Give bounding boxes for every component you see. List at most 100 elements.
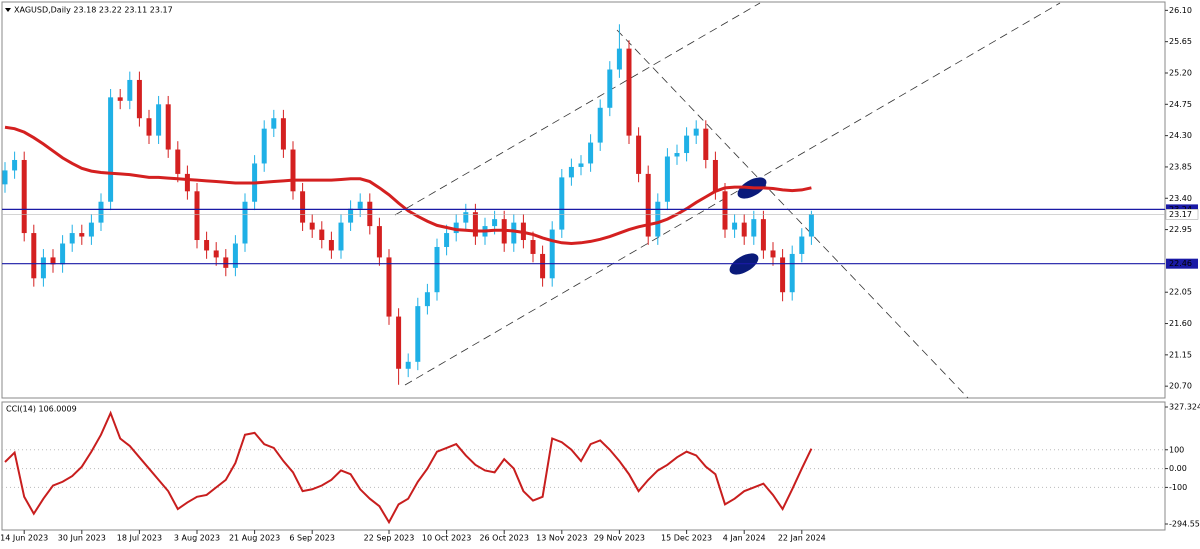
y-tick-label: -294.553 <box>1169 520 1200 529</box>
candle-body <box>12 159 18 171</box>
candle-body <box>463 212 469 223</box>
candle-body <box>722 191 728 230</box>
candle-body <box>232 243 238 268</box>
candle-body <box>444 233 450 247</box>
candle-body <box>98 201 104 223</box>
x-tick-label: 3 Aug 2023 <box>174 534 220 543</box>
y-tick-label: 0.00 <box>1169 464 1187 473</box>
candle-body <box>21 159 27 234</box>
candle-body <box>607 69 613 108</box>
candle-body <box>530 240 536 254</box>
cci-title: CCI(14) 106.0009 <box>6 405 77 414</box>
y-tick-label: 26.10 <box>1169 6 1192 15</box>
candle-body <box>386 257 392 317</box>
y-tick-label: 22.05 <box>1169 288 1192 297</box>
level-label: 22.46 <box>1169 259 1192 268</box>
y-tick-label: 25.65 <box>1169 37 1192 46</box>
y-tick-label: 25.20 <box>1169 68 1192 77</box>
candle-body <box>146 118 152 136</box>
candle-body <box>405 361 411 369</box>
candle-body <box>760 219 766 251</box>
candle-body <box>664 156 670 202</box>
candle-body <box>88 222 94 237</box>
x-tick-label: 30 Jun 2023 <box>58 534 106 543</box>
candle-body <box>424 292 430 307</box>
candle-body <box>40 257 46 279</box>
candle-body <box>290 149 296 192</box>
candle-body <box>309 222 315 230</box>
candle-body <box>108 97 114 202</box>
x-tick-label: 15 Dec 2023 <box>661 534 712 543</box>
candle-body <box>357 201 363 209</box>
candle-body <box>136 79 142 119</box>
candle-body <box>271 118 277 129</box>
y-tick-label: 22.95 <box>1169 225 1192 234</box>
candle-body <box>645 173 651 237</box>
candle-body <box>204 240 210 251</box>
candle-body <box>376 226 382 258</box>
x-tick-label: 13 Nov 2023 <box>536 534 587 543</box>
x-tick-label: 29 Nov 2023 <box>594 534 645 543</box>
candle-body <box>31 233 37 279</box>
candle-body <box>223 257 229 268</box>
candle-body <box>472 212 478 237</box>
last-price-box <box>1165 209 1199 220</box>
candle-body <box>2 170 8 185</box>
x-tick-label: 22 Sep 2023 <box>364 534 415 543</box>
x-tick-label: 26 Oct 2023 <box>479 534 528 543</box>
x-tick-label: 14 Jun 2023 <box>0 534 48 543</box>
candle-body <box>789 253 795 293</box>
price-panel <box>1 1 1166 399</box>
candle-body <box>184 173 190 192</box>
channel-line <box>394 2 761 216</box>
candle-body <box>741 222 747 237</box>
cci-panel <box>1 401 1166 531</box>
x-tick-label: 22 Jan 2024 <box>778 534 826 543</box>
x-tick-label: 10 Oct 2023 <box>422 534 471 543</box>
candle-body <box>751 219 757 237</box>
candle-body <box>367 201 373 227</box>
x-tick-label: 21 Aug 2023 <box>229 534 280 543</box>
candle-body <box>328 240 334 251</box>
candle-body <box>578 163 584 167</box>
y-tick-label: 100 <box>1169 445 1184 454</box>
candle-body <box>194 191 200 241</box>
x-tick-label: 6 Sep 2023 <box>289 534 335 543</box>
candle-body <box>117 97 123 101</box>
x-tick-label: 4 Jan 2024 <box>723 534 766 543</box>
x-tick-label: 18 Jul 2023 <box>117 534 162 543</box>
candle-body <box>69 233 75 244</box>
candle-body <box>156 104 162 136</box>
candle-body <box>213 250 219 258</box>
candle-body <box>655 201 661 237</box>
candle-body <box>626 48 632 136</box>
candle-body <box>127 79 133 101</box>
candle-body <box>319 229 325 241</box>
candle-body <box>492 219 498 227</box>
candle-body <box>559 177 565 230</box>
chart-title: XAGUSD,Daily 23.18 23.22 23.11 23.17 <box>14 6 173 15</box>
candle-body <box>261 128 267 164</box>
candle-body <box>280 118 286 150</box>
candle-body <box>616 48 622 70</box>
candle-body <box>175 149 181 174</box>
candle-body <box>165 104 171 150</box>
candle-body <box>348 208 354 223</box>
candle-body <box>799 236 805 254</box>
candle-body <box>396 316 402 369</box>
cci-line <box>4 410 813 525</box>
candle-body <box>453 222 459 234</box>
y-tick-label: -100 <box>1169 483 1187 492</box>
candle-body <box>300 191 306 223</box>
channel-line <box>404 2 1061 386</box>
candle-body <box>780 257 786 293</box>
y-tick-label: 23.40 <box>1169 194 1192 203</box>
candle-body <box>415 306 421 362</box>
candle-body <box>703 128 709 160</box>
candle-body <box>540 253 546 279</box>
collapse-icon <box>5 8 11 12</box>
y-tick-label: 23.85 <box>1169 162 1192 171</box>
candle-body <box>511 222 517 244</box>
candle-body <box>808 214 814 237</box>
y-tick-label: 20.70 <box>1169 382 1192 391</box>
